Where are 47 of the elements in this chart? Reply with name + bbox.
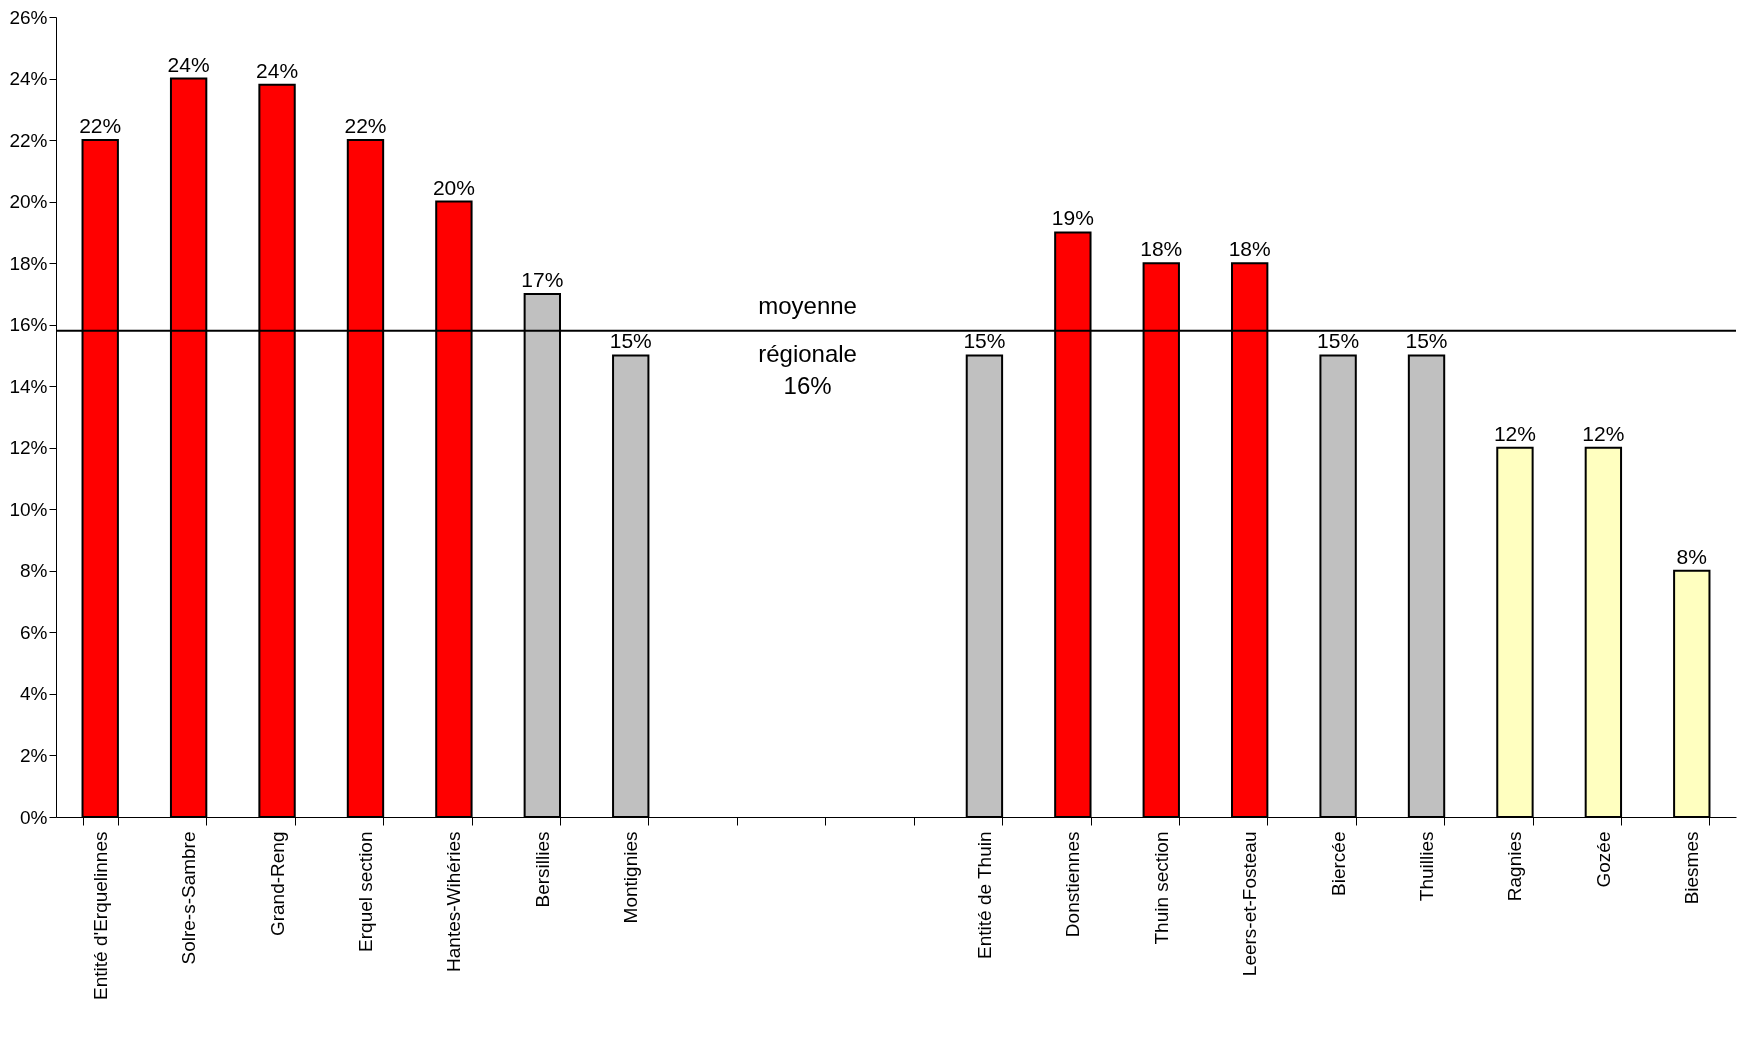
data-label: 15%: [1317, 329, 1360, 353]
y-tick-label: 22%: [9, 129, 48, 151]
data-label: 12%: [1493, 421, 1536, 445]
y-tick-label: 12%: [9, 437, 48, 459]
data-label: 24%: [256, 58, 299, 82]
data-label: 12%: [1582, 421, 1625, 445]
data-label: 15%: [609, 329, 652, 353]
ref-line-label: moyenne régionale 16%: [758, 291, 857, 399]
data-label: 18%: [1228, 237, 1271, 261]
y-tick-label: 8%: [20, 560, 48, 582]
x-tick-label: Montignies: [620, 831, 642, 924]
x-tick-label: Entité d'Erquelinnes: [89, 831, 111, 1000]
x-tick-label: Grand-Reng: [266, 831, 288, 937]
x-tick-label: Biercée: [1327, 831, 1349, 896]
data-label: 19%: [1051, 206, 1094, 230]
x-tick-label: Thuillies: [1416, 831, 1438, 902]
y-tick-label: 20%: [9, 191, 48, 213]
data-label: 22%: [344, 114, 387, 138]
y-tick-label: 4%: [20, 683, 48, 705]
data-label: 8%: [1676, 544, 1707, 568]
x-tick-label: Gozée: [1592, 831, 1614, 888]
y-tick-label: 18%: [9, 252, 48, 274]
data-label: 18%: [1140, 237, 1183, 261]
x-tick-label: Thuin section: [1150, 831, 1172, 945]
y-tick-label: 0%: [20, 806, 48, 828]
y-tick-label: 6%: [20, 621, 48, 643]
data-label: 15%: [963, 329, 1006, 353]
x-tick-label: Ragnies: [1504, 831, 1526, 902]
y-tick-label: 10%: [9, 498, 48, 520]
y-tick-label: 2%: [20, 744, 48, 766]
data-label: 24%: [167, 52, 210, 76]
x-tick-label: Hantes-Wihéries: [443, 831, 465, 972]
y-tick-label: 16%: [9, 314, 48, 336]
x-tick-label: Bersillies: [531, 831, 553, 908]
data-label: 17%: [521, 267, 564, 291]
y-tick-label: 26%: [9, 6, 48, 28]
x-tick-label: Leers-et-Fosteau: [1239, 831, 1261, 977]
x-tick-label: Entité de Thuin: [973, 831, 995, 959]
y-tick-label: 24%: [9, 68, 48, 90]
x-tick-label: Erquel section: [354, 831, 376, 952]
x-tick-label: Solre-s-Sambre: [178, 831, 200, 965]
x-tick-label: Biesmes: [1681, 831, 1703, 905]
x-tick-label: Donstiennes: [1062, 831, 1084, 938]
data-label: 15%: [1405, 329, 1448, 353]
data-label: 20%: [432, 175, 475, 199]
y-tick-label: 14%: [9, 375, 48, 397]
data-label: 22%: [79, 114, 122, 138]
